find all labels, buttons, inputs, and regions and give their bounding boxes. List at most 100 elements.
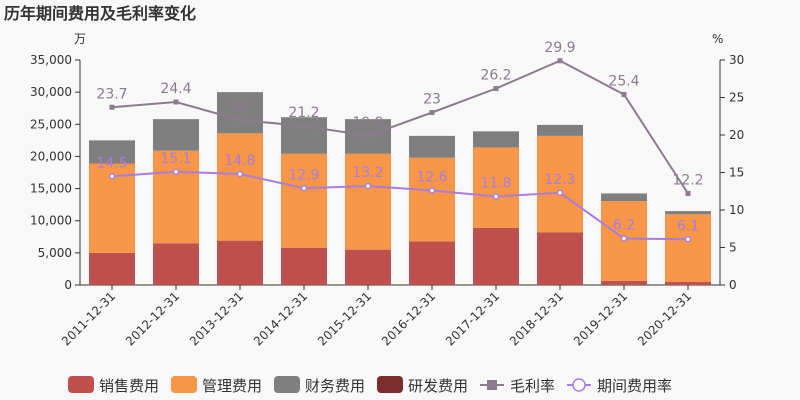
right-tick-label: 25 bbox=[729, 91, 744, 105]
data-label: 25.4 bbox=[608, 74, 639, 90]
data-labels: 23.7 24.4 22 21.2 19.9 23 26.2 29.9 25.4 12.2 14.5… bbox=[96, 40, 703, 235]
bar-segment bbox=[281, 117, 327, 154]
line-point bbox=[365, 133, 371, 139]
data-label: 24.4 bbox=[160, 81, 191, 97]
line-point bbox=[108, 173, 116, 180]
line-point bbox=[172, 168, 180, 175]
x-tick-label: 2017-12-31 bbox=[443, 289, 502, 348]
legend-marker[interactable] bbox=[572, 378, 586, 392]
data-label: 19.9 bbox=[352, 115, 383, 131]
bar-segment bbox=[665, 281, 711, 285]
bar-segment bbox=[217, 92, 263, 134]
left-tick-label: 20,000 bbox=[30, 149, 72, 163]
line-point bbox=[556, 189, 564, 196]
line-point bbox=[300, 185, 308, 192]
line-point bbox=[557, 58, 563, 64]
right-tick-label: 0 bbox=[729, 278, 737, 292]
bar-segment bbox=[281, 153, 327, 248]
bar-segment bbox=[409, 241, 455, 285]
bar-segment bbox=[345, 249, 391, 285]
bar-segment bbox=[601, 193, 647, 202]
legend-label[interactable]: 销售费用 bbox=[99, 377, 159, 395]
line-point bbox=[301, 123, 307, 129]
legend-label[interactable]: 期间费用率 bbox=[597, 377, 672, 395]
legend-marker[interactable] bbox=[487, 380, 497, 390]
data-label: 12.2 bbox=[672, 173, 703, 189]
line-point bbox=[236, 170, 244, 178]
data-label: 23.7 bbox=[96, 86, 127, 102]
bar-segment bbox=[473, 147, 519, 228]
legend[interactable]: 销售费用 管理费用 财务费用 研发费用 毛利率 期间费用率 bbox=[68, 376, 672, 395]
x-tick-label: 2016-12-31 bbox=[379, 289, 438, 348]
left-tick-label: 10,000 bbox=[30, 214, 72, 228]
x-tick-label: 2020-12-31 bbox=[635, 289, 694, 348]
data-label: 12.9 bbox=[288, 167, 319, 183]
left-tick-label: 15,000 bbox=[30, 182, 72, 196]
left-tick-label: 5,000 bbox=[38, 246, 72, 260]
x-tick-label: 2019-12-31 bbox=[571, 289, 630, 348]
left-tick-label: 0 bbox=[64, 278, 72, 292]
data-label: 13.2 bbox=[352, 165, 383, 181]
legend-label[interactable]: 毛利率 bbox=[510, 377, 555, 395]
line-point bbox=[621, 92, 627, 97]
data-label: 15.1 bbox=[160, 151, 191, 167]
x-tick-label: 2012-12-31 bbox=[123, 289, 182, 348]
lines bbox=[108, 58, 692, 243]
series-line bbox=[111, 170, 689, 241]
line-point bbox=[620, 235, 628, 242]
data-label: 21.2 bbox=[288, 105, 319, 121]
bar-segment bbox=[473, 131, 519, 148]
right-tick-label: 5 bbox=[729, 241, 737, 255]
bar-segment bbox=[537, 232, 583, 285]
legend-label[interactable]: 研发费用 bbox=[408, 377, 468, 395]
line-point bbox=[428, 187, 436, 194]
line-point bbox=[429, 110, 435, 115]
data-label: 26.2 bbox=[480, 68, 511, 84]
legend-label[interactable]: 管理费用 bbox=[202, 377, 262, 395]
legend-swatch[interactable] bbox=[171, 376, 197, 393]
left-tick-label: 25,000 bbox=[30, 117, 72, 131]
data-label: 23 bbox=[423, 92, 441, 108]
bar-segment bbox=[217, 133, 263, 241]
line-point bbox=[492, 193, 500, 200]
data-label: 12.6 bbox=[416, 170, 447, 186]
bar-segment bbox=[665, 211, 711, 215]
legend-swatch[interactable] bbox=[274, 376, 300, 393]
x-tick-label: 2011-12-31 bbox=[59, 289, 118, 348]
right-tick-label: 30 bbox=[729, 53, 744, 67]
right-tick-label: 20 bbox=[729, 128, 744, 142]
bar-segment bbox=[281, 247, 327, 285]
line-point bbox=[684, 236, 692, 243]
bar-segment bbox=[601, 280, 647, 285]
data-label: 11.8 bbox=[480, 176, 511, 192]
bars bbox=[89, 92, 711, 285]
legend-swatch[interactable] bbox=[377, 376, 403, 393]
data-label: 6.1 bbox=[677, 218, 699, 234]
data-label: 29.9 bbox=[544, 40, 575, 56]
bar-segment bbox=[409, 157, 455, 242]
right-tick-label: 10 bbox=[729, 203, 744, 217]
bar-segment bbox=[473, 227, 519, 285]
right-axis-unit: % bbox=[712, 32, 723, 46]
bar-segment bbox=[665, 214, 711, 282]
x-tick-label: 2013-12-31 bbox=[187, 289, 246, 348]
chart-title: 历年期间费用及毛利率变化 bbox=[4, 4, 196, 23]
legend-label[interactable]: 财务费用 bbox=[305, 377, 365, 395]
line-point bbox=[493, 86, 499, 91]
data-label: 22 bbox=[231, 99, 249, 115]
x-tick-label: 2018-12-31 bbox=[507, 289, 566, 348]
left-tick-label: 30,000 bbox=[30, 85, 72, 99]
bar-segment bbox=[345, 153, 391, 250]
bar-segment bbox=[217, 240, 263, 285]
legend-swatch[interactable] bbox=[68, 376, 94, 393]
line-point bbox=[364, 182, 372, 190]
line-point bbox=[109, 104, 115, 110]
data-label: 14.5 bbox=[96, 155, 127, 171]
line-point bbox=[685, 191, 691, 196]
series-line bbox=[111, 59, 689, 195]
line-point bbox=[173, 99, 179, 105]
data-label: 6.2 bbox=[613, 218, 635, 234]
right-tick-label: 15 bbox=[729, 166, 744, 180]
bar-segment bbox=[537, 124, 583, 136]
